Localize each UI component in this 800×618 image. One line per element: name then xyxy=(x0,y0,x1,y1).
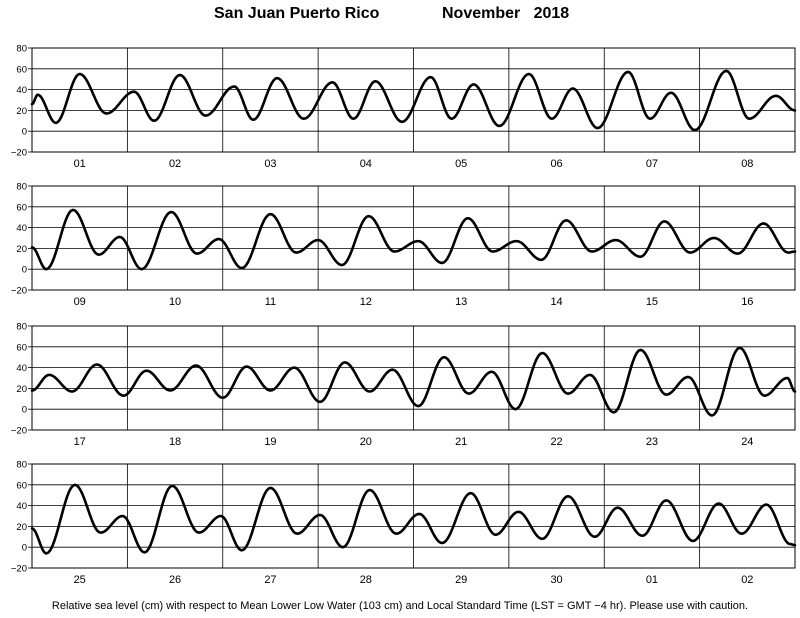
y-tick-label: 0 xyxy=(22,127,27,138)
day-label: 21 xyxy=(455,436,467,448)
day-label: 17 xyxy=(74,436,86,448)
day-label: 02 xyxy=(741,574,753,586)
day-label: 04 xyxy=(360,158,372,170)
y-tick-label: 80 xyxy=(16,182,27,193)
day-label: 05 xyxy=(455,158,467,170)
y-tick-label: −20 xyxy=(11,426,27,437)
y-tick-label: 40 xyxy=(16,501,27,512)
day-label: 16 xyxy=(741,296,753,308)
plot-frame xyxy=(31,47,796,153)
day-label: 22 xyxy=(550,436,562,448)
day-label: 07 xyxy=(646,158,658,170)
plot-frame xyxy=(31,325,796,431)
y-tick-label: 20 xyxy=(16,106,27,117)
day-label: 26 xyxy=(169,574,181,586)
day-label: 27 xyxy=(264,574,276,586)
day-label: 24 xyxy=(741,436,753,448)
y-tick-label: 0 xyxy=(22,405,27,416)
day-label: 25 xyxy=(74,574,86,586)
day-label: 11 xyxy=(265,296,276,308)
y-tick-label: −20 xyxy=(11,564,27,575)
footnote: Relative sea level (cm) with respect to … xyxy=(51,600,749,612)
day-label: 10 xyxy=(169,296,181,308)
day-label: 15 xyxy=(646,296,658,308)
day-label: 02 xyxy=(169,158,181,170)
chart-title-location: San Juan Puerto Rico xyxy=(214,5,380,22)
y-tick-label: 0 xyxy=(22,543,27,554)
tide-line xyxy=(30,346,797,417)
day-label: 29 xyxy=(455,574,467,586)
y-tick-label: 80 xyxy=(16,322,27,333)
y-tick-label: 20 xyxy=(16,384,27,395)
y-tick-label: 40 xyxy=(16,223,27,234)
day-label: 01 xyxy=(646,574,658,586)
y-tick-label: 60 xyxy=(16,480,27,491)
tide-line xyxy=(30,483,797,555)
day-label: 14 xyxy=(550,296,562,308)
y-tick-label: 40 xyxy=(16,85,27,96)
y-tick-label: 20 xyxy=(16,244,27,255)
day-label: 01 xyxy=(74,158,86,170)
day-label: 19 xyxy=(264,436,276,448)
day-label: 18 xyxy=(169,436,181,448)
day-label: 28 xyxy=(360,574,372,586)
day-label: 12 xyxy=(360,296,372,308)
y-tick-label: 0 xyxy=(22,265,27,276)
day-label: 23 xyxy=(646,436,658,448)
y-tick-label: 60 xyxy=(16,64,27,75)
day-label: 09 xyxy=(74,296,86,308)
tide-line xyxy=(30,69,797,132)
y-tick-label: 20 xyxy=(16,522,27,533)
tide-line xyxy=(30,208,797,271)
plot-frame xyxy=(31,463,796,569)
y-tick-label: 80 xyxy=(16,44,27,55)
y-tick-label: 60 xyxy=(16,202,27,213)
day-label: 20 xyxy=(360,436,372,448)
plot-frame xyxy=(31,185,796,291)
day-label: 30 xyxy=(550,574,562,586)
chart-title-period: November 2018 xyxy=(442,5,570,22)
day-label: 03 xyxy=(264,158,276,170)
day-label: 08 xyxy=(741,158,753,170)
y-tick-label: −20 xyxy=(11,286,27,297)
day-label: 06 xyxy=(550,158,562,170)
y-tick-label: 40 xyxy=(16,363,27,374)
y-tick-label: 60 xyxy=(16,342,27,353)
y-tick-label: −20 xyxy=(11,148,27,159)
y-tick-label: 80 xyxy=(16,460,27,471)
day-label: 13 xyxy=(455,296,467,308)
